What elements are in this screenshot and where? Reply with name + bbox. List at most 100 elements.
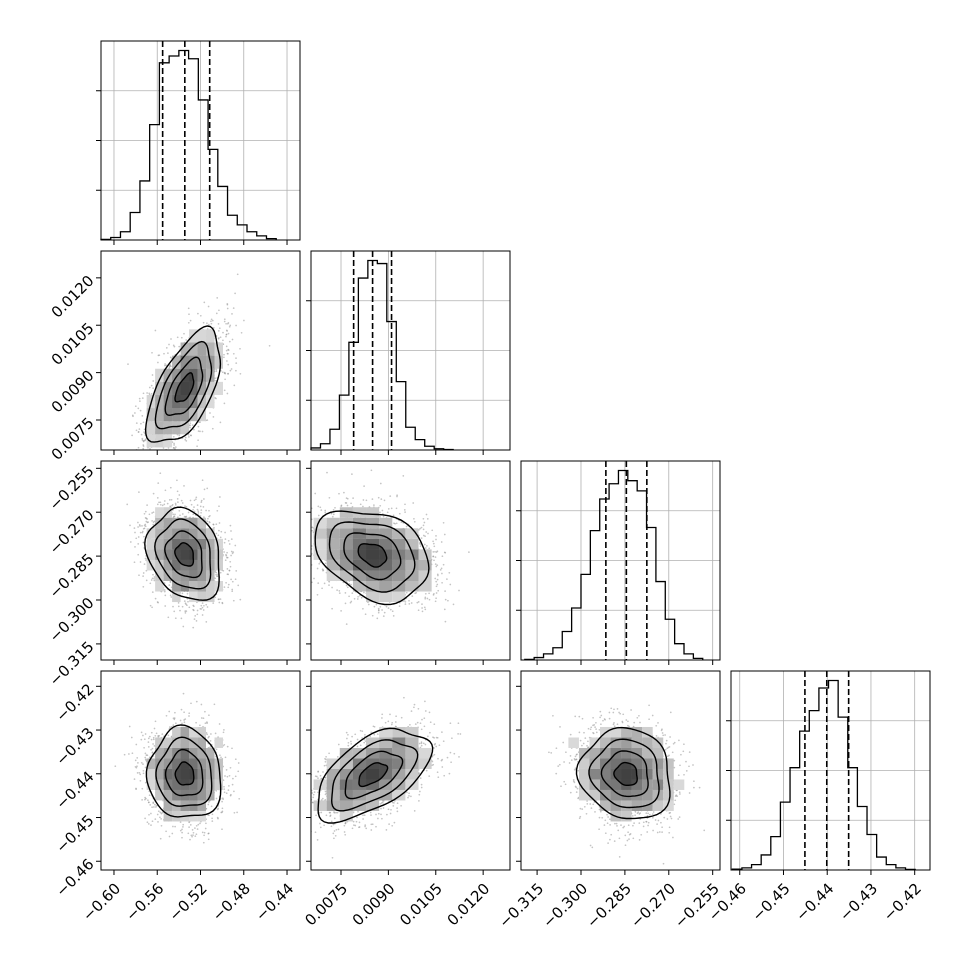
sample-point (149, 513, 151, 515)
sample-point (190, 435, 192, 437)
sample-point (151, 452, 153, 454)
sample-point (135, 462, 137, 464)
sample-point (132, 415, 134, 417)
sample-point (209, 522, 211, 524)
hist-bin (553, 648, 562, 660)
sample-point (197, 510, 199, 512)
sample-point (142, 397, 144, 399)
sample-point (215, 523, 217, 525)
sample-point (137, 522, 139, 524)
sample-point (208, 516, 210, 518)
sample-point (229, 543, 231, 545)
hist-bin (358, 278, 367, 450)
sample-point (137, 554, 139, 556)
sample-point (206, 419, 208, 421)
sample-point (178, 494, 180, 496)
sample-point (129, 525, 131, 527)
sample-point (164, 605, 166, 607)
sample-point (341, 505, 343, 507)
sample-point (141, 415, 143, 417)
sample-point (220, 336, 222, 338)
sample-point (146, 504, 148, 506)
sample-point (203, 609, 205, 611)
sample-point (421, 603, 423, 605)
sample-point (143, 392, 145, 394)
sample-point (165, 489, 167, 491)
sample-point (164, 462, 166, 464)
sample-point (217, 534, 219, 536)
sample-point (176, 468, 178, 470)
hist-bin (867, 834, 877, 870)
sample-point (157, 497, 159, 499)
sample-point (176, 479, 178, 481)
hist-bin (829, 680, 839, 870)
sample-point (366, 499, 368, 501)
sample-point (178, 606, 180, 608)
sample-point (240, 373, 242, 375)
sample-point (228, 584, 230, 586)
hist-bin (628, 481, 637, 660)
sample-point (160, 464, 162, 466)
sample-point (161, 457, 163, 459)
sample-point (169, 505, 171, 507)
hist-bin (189, 59, 199, 240)
sample-point (163, 456, 165, 458)
sample-point (225, 559, 227, 561)
sample-point (140, 410, 142, 412)
hist-bin (150, 125, 160, 240)
sample-point (170, 338, 172, 340)
sample-point (225, 336, 227, 338)
sample-point (225, 582, 227, 584)
sample-point (202, 614, 204, 616)
sample-point (231, 538, 233, 540)
sample-point (220, 531, 222, 533)
sample-point (145, 511, 147, 513)
sample-point (194, 618, 196, 620)
sample-point (204, 489, 206, 491)
sample-point (185, 612, 187, 614)
sample-point (235, 325, 237, 327)
sample-point (177, 501, 179, 503)
sample-point (146, 518, 148, 520)
sample-point (200, 605, 202, 607)
sample-point (183, 333, 185, 335)
sample-point (191, 504, 193, 506)
sample-point (139, 398, 141, 400)
sample-point (227, 349, 229, 351)
sample-point (149, 387, 151, 389)
sample-point (140, 561, 142, 563)
sample-point (235, 578, 237, 580)
sample-point (227, 373, 229, 375)
sample-point (143, 536, 145, 538)
sample-point (200, 512, 202, 514)
sample-point (198, 430, 200, 432)
hist-bin (857, 806, 867, 870)
sample-point (200, 509, 202, 511)
sample-point (218, 598, 220, 600)
sample-point (173, 447, 175, 449)
sample-point (184, 505, 186, 507)
sample-point (188, 307, 190, 309)
sample-point (202, 431, 204, 433)
sample-point (135, 405, 137, 407)
sample-point (230, 530, 232, 532)
sample-point (167, 352, 169, 354)
sample-point (149, 448, 151, 450)
sample-point (226, 334, 228, 336)
sample-point (223, 354, 225, 356)
sample-point (239, 599, 241, 601)
sample-point (178, 602, 180, 604)
sample-point (203, 322, 205, 324)
sample-point (175, 503, 177, 505)
sample-point (227, 393, 229, 395)
sample-point (214, 596, 216, 598)
sample-point (432, 540, 434, 542)
hist-bin (838, 717, 848, 870)
sample-point (141, 525, 143, 527)
sample-point (224, 542, 226, 544)
sample-point (230, 555, 232, 557)
sample-point (208, 510, 210, 512)
sample-point (227, 304, 229, 306)
sample-point (224, 532, 226, 534)
sample-point (197, 509, 199, 511)
